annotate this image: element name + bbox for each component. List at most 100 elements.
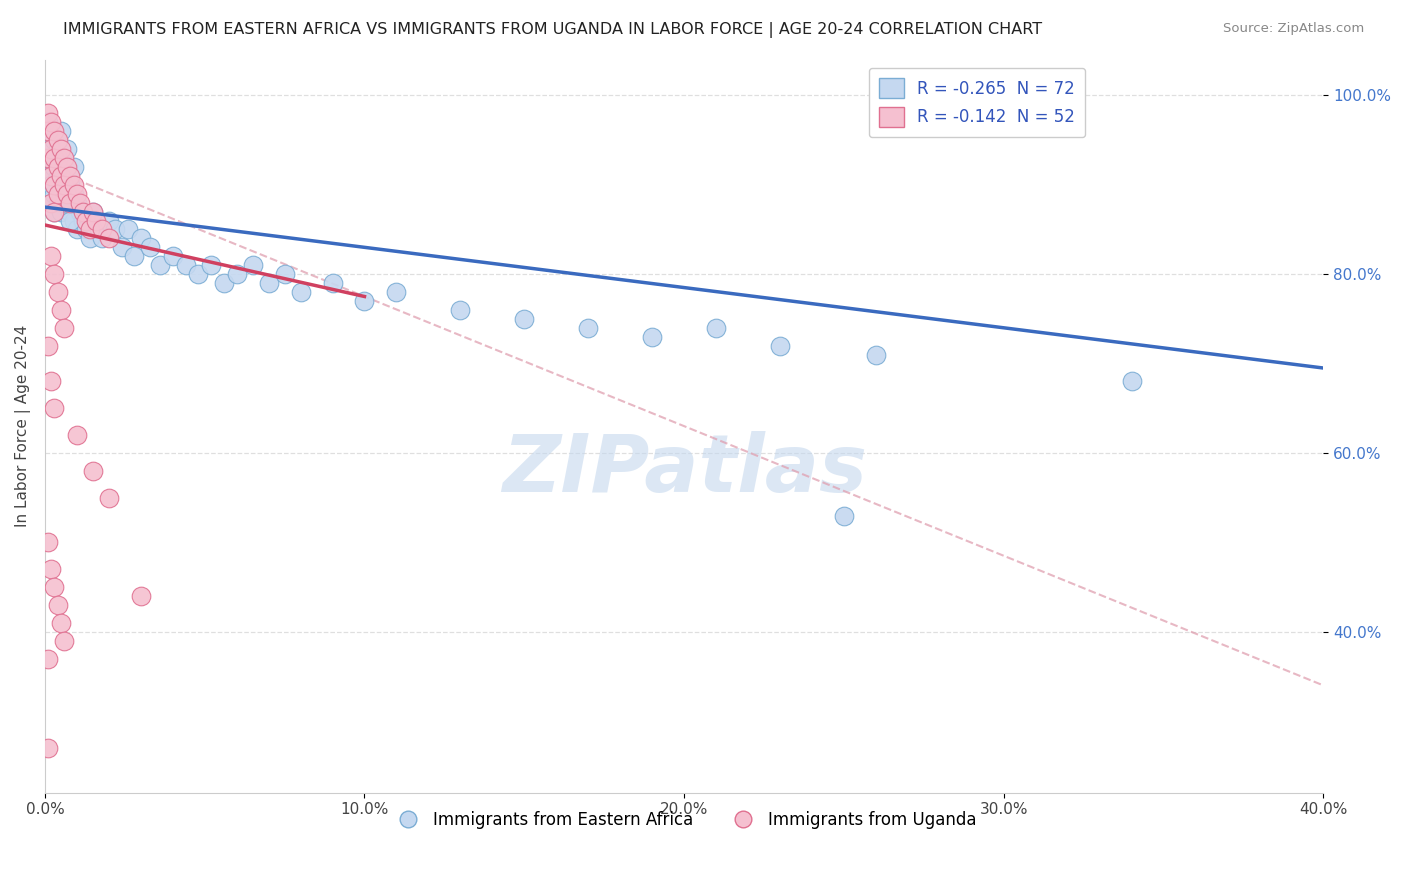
Point [53, 186, 76, 201]
Point [37, 133, 59, 147]
Point [53, 195, 76, 210]
Point [69, 195, 91, 210]
Point [149, 258, 172, 272]
Point [53, 160, 76, 174]
Legend: Immigrants from Eastern Africa, Immigrants from Uganda: Immigrants from Eastern Africa, Immigran… [385, 805, 983, 836]
Point [56, 142, 79, 156]
Point [44, 580, 66, 594]
Point [37, 151, 59, 165]
Point [576, 320, 599, 334]
Point [104, 222, 127, 236]
Point [49, 151, 72, 165]
Point [225, 267, 247, 281]
Point [82, 464, 104, 478]
Point [353, 293, 375, 308]
Point [39, 195, 62, 210]
Point [46, 151, 69, 165]
Point [89, 222, 111, 236]
Point [44, 133, 66, 147]
Point [46, 186, 69, 201]
Point [44, 186, 66, 201]
Point [75, 213, 97, 227]
Y-axis label: In Labor Force | Age 20-24: In Labor Force | Age 20-24 [15, 325, 31, 527]
Point [110, 240, 132, 254]
Point [49, 204, 72, 219]
Point [39, 195, 62, 210]
Point [704, 320, 727, 334]
Point [37, 535, 59, 549]
Point [39, 124, 62, 138]
Point [385, 285, 408, 299]
Point [59, 213, 82, 227]
Point [865, 348, 887, 362]
Point [66, 428, 89, 442]
Point [46, 169, 69, 183]
Point [66, 186, 89, 201]
Point [641, 330, 664, 344]
Point [174, 258, 197, 272]
Point [79, 231, 101, 245]
Point [56, 195, 79, 210]
Point [62, 178, 84, 192]
Point [1121, 375, 1143, 389]
Point [59, 204, 82, 219]
Point [44, 204, 66, 219]
Point [53, 151, 76, 165]
Point [49, 142, 72, 156]
Text: ZIPatlas: ZIPatlas [502, 431, 866, 509]
Point [84, 213, 107, 227]
Point [117, 222, 139, 236]
Point [200, 258, 222, 272]
Point [44, 160, 66, 174]
Point [769, 339, 792, 353]
Point [46, 160, 69, 174]
Point [82, 204, 104, 219]
Point [46, 133, 69, 147]
Point [56, 169, 79, 183]
Point [59, 178, 82, 192]
Point [46, 142, 69, 156]
Point [44, 178, 66, 192]
Point [59, 169, 82, 183]
Point [257, 276, 280, 290]
Point [37, 741, 59, 756]
Point [139, 240, 162, 254]
Point [97, 231, 120, 245]
Point [53, 633, 76, 648]
Point [37, 651, 59, 665]
Point [44, 151, 66, 165]
Point [37, 339, 59, 353]
Point [82, 204, 104, 219]
Point [273, 267, 295, 281]
Point [322, 276, 344, 290]
Point [97, 491, 120, 505]
Point [44, 204, 66, 219]
Point [44, 124, 66, 138]
Point [91, 222, 114, 236]
Point [187, 267, 209, 281]
Point [129, 589, 152, 603]
Point [75, 222, 97, 236]
Point [53, 178, 76, 192]
Point [37, 124, 59, 138]
Point [49, 178, 72, 192]
Point [79, 222, 101, 236]
Point [39, 562, 62, 576]
Point [46, 195, 69, 210]
Point [84, 213, 107, 227]
Point [97, 213, 120, 227]
Point [39, 249, 62, 263]
Point [56, 186, 79, 201]
Point [290, 285, 312, 299]
Point [212, 276, 235, 290]
Point [44, 267, 66, 281]
Point [66, 222, 89, 236]
Point [66, 195, 89, 210]
Point [46, 285, 69, 299]
Point [49, 169, 72, 183]
Point [62, 213, 84, 227]
Point [39, 375, 62, 389]
Point [162, 249, 184, 263]
Point [39, 169, 62, 183]
Point [39, 178, 62, 192]
